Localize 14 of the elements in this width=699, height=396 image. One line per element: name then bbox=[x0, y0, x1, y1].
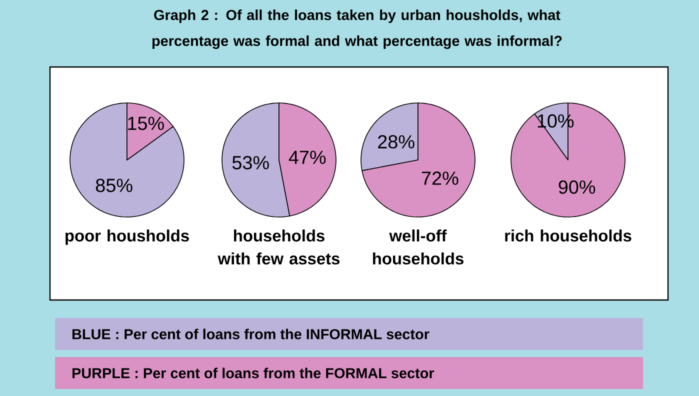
data-label: 85% bbox=[96, 178, 132, 192]
text: poor housholds bbox=[66, 230, 189, 245]
data-label: 53% bbox=[232, 156, 269, 170]
data-label: 72% bbox=[422, 172, 458, 185]
data-label: 15% bbox=[128, 116, 164, 130]
chart-title: Graph 2 : Of all the loans taken by urban housholds, what percentage was formal and what percentage was informal? bbox=[152, 10, 562, 49]
text: well-off households bbox=[373, 230, 464, 264]
data-label: 90% bbox=[558, 180, 596, 194]
legend-label: PURPLE : Per cent of loans from the FORMAL sector bbox=[72, 368, 434, 378]
text: rich households bbox=[505, 230, 632, 242]
data-label: 47% bbox=[288, 150, 326, 164]
legend-label: BLUE : Per cent of loans from the INFORMAL sector bbox=[72, 328, 430, 340]
data-label: 28% bbox=[378, 135, 414, 149]
text: households with few assets bbox=[218, 230, 340, 264]
